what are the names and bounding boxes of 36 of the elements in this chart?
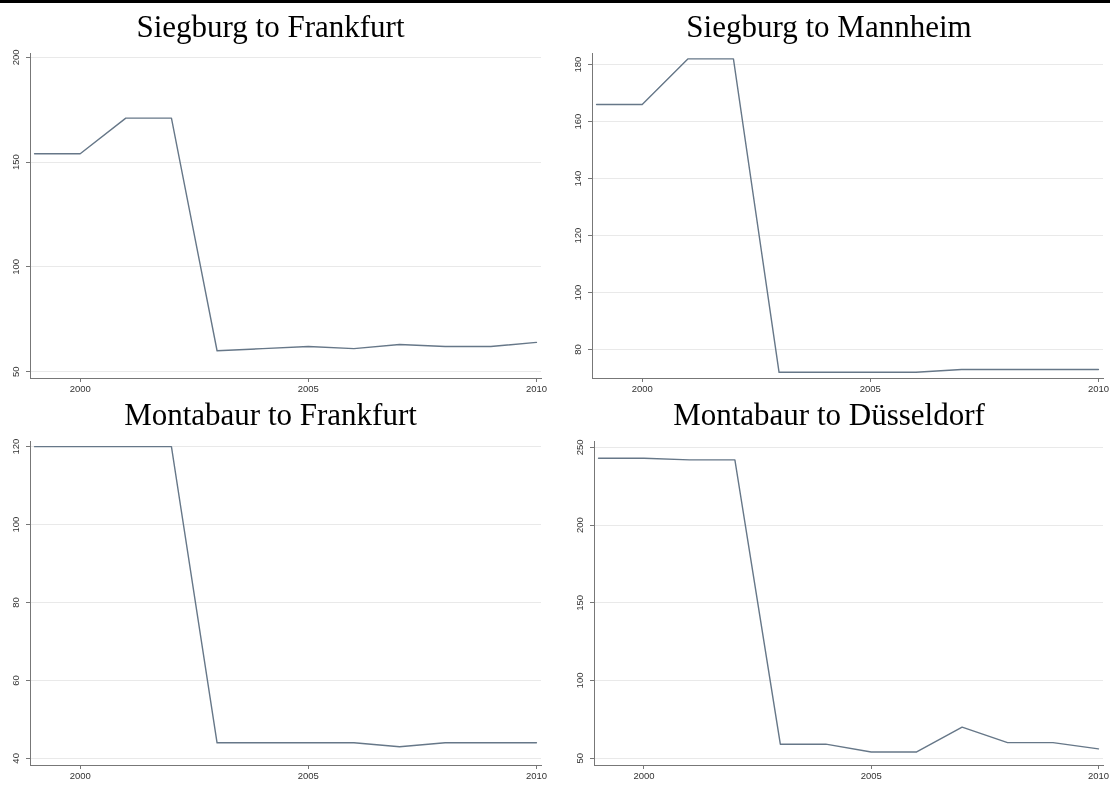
y-tick-label: 100	[571, 284, 583, 301]
x-tick-label: 2000	[633, 770, 655, 782]
y-tick-label: 60	[9, 675, 21, 686]
y-tick-label: 150	[9, 154, 21, 171]
x-tick-label: 2010	[525, 383, 548, 395]
y-tick-label: 100	[9, 516, 21, 533]
y-tick-label: 100	[573, 672, 585, 689]
x-tick-label: 2010	[1087, 383, 1110, 395]
x-tick-label: 2005	[859, 383, 881, 395]
x-tick-label: 2000	[69, 383, 91, 395]
x-tick-label: 2005	[297, 770, 319, 782]
y-tick-label: 250	[573, 439, 585, 456]
y-tick-label: 80	[9, 597, 21, 608]
y-tick-label: 50	[573, 752, 585, 764]
chart-title: Montabaur to Frankfurt	[124, 396, 418, 432]
y-tick-label: 180	[571, 56, 583, 73]
y-tick-label: 80	[571, 344, 583, 355]
y-tick-label: 200	[9, 49, 21, 66]
y-tick-label: 50	[9, 366, 21, 377]
y-tick-label: 200	[573, 517, 585, 534]
x-tick-label: 2005	[297, 383, 319, 395]
x-tick-label: 2010	[1087, 770, 1110, 782]
y-tick-label: 120	[571, 227, 583, 244]
y-tick-label: 150	[573, 594, 585, 611]
chart-title: Siegburg to Frankfurt	[136, 8, 405, 44]
x-tick-label: 2000	[69, 770, 91, 782]
x-tick-label: 2010	[525, 770, 548, 782]
y-tick-label: 160	[571, 113, 583, 130]
chart-title: Montabaur to Düsseldorf	[673, 396, 986, 432]
y-tick-label: 120	[9, 438, 21, 455]
y-tick-label: 100	[9, 259, 21, 275]
y-tick-label: 140	[571, 170, 583, 187]
y-tick-label: 40	[9, 753, 21, 764]
x-tick-label: 2005	[860, 770, 882, 782]
x-tick-label: 2000	[631, 383, 653, 395]
chart-title: Siegburg to Mannheim	[686, 8, 972, 44]
